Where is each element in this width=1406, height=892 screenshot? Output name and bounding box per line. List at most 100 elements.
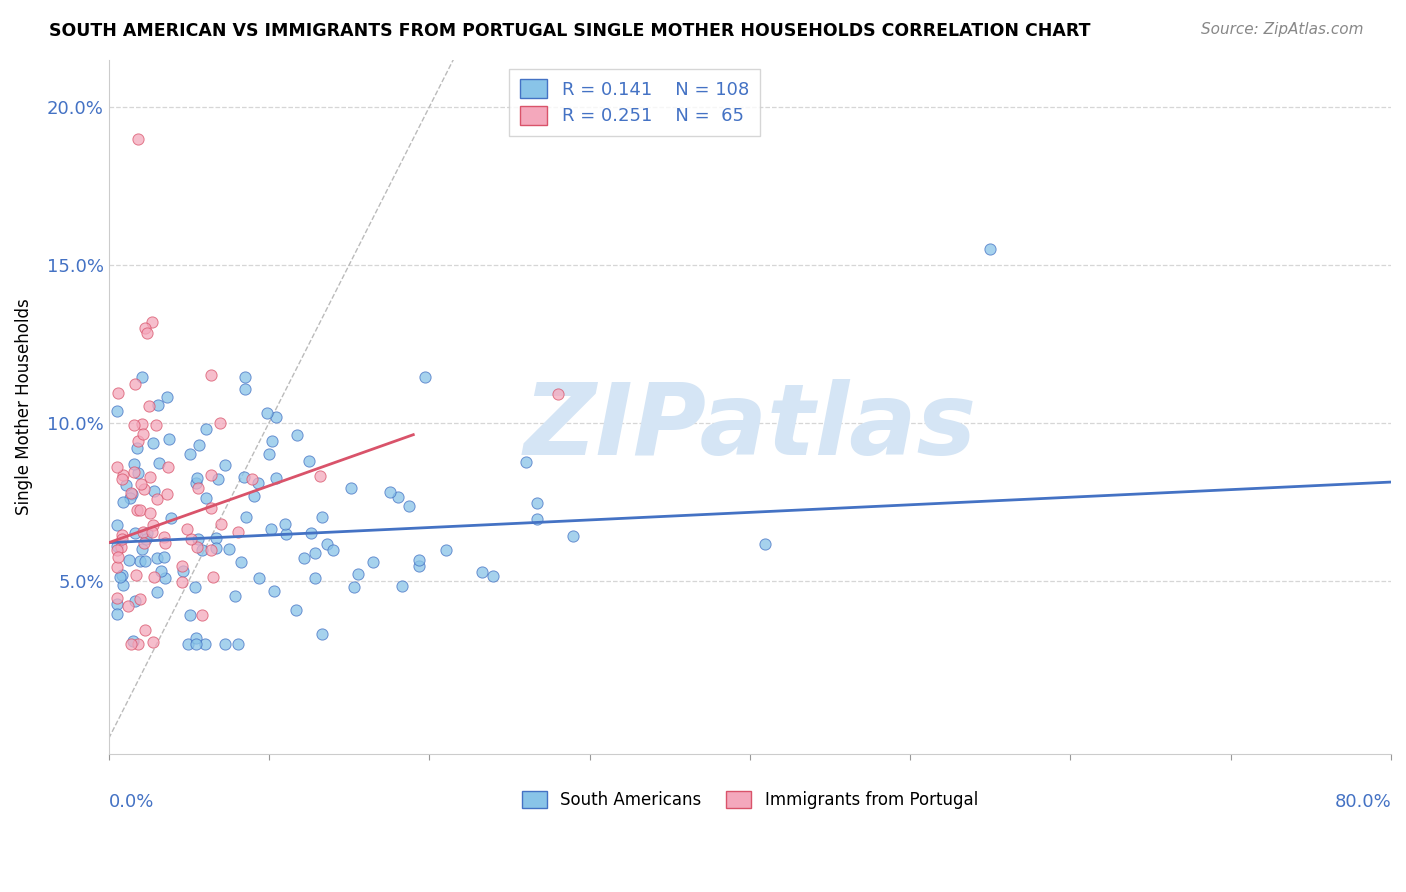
Point <box>172 575 194 590</box>
Point <box>117 599 139 614</box>
Point <box>378 485 401 500</box>
Point <box>124 376 146 391</box>
Point <box>262 434 284 449</box>
Point <box>125 441 148 455</box>
Point <box>179 608 201 623</box>
Point <box>186 632 208 646</box>
Point <box>260 522 283 536</box>
Point <box>146 491 169 506</box>
Point <box>526 511 548 525</box>
Point <box>156 487 179 501</box>
Point <box>285 428 308 442</box>
Point <box>322 543 344 558</box>
Point <box>176 637 198 651</box>
Point <box>156 391 179 405</box>
Point <box>111 532 134 546</box>
Text: 0.0%: 0.0% <box>108 793 155 811</box>
Point <box>111 472 134 486</box>
Point <box>146 584 169 599</box>
Point <box>214 637 236 651</box>
Point <box>125 568 148 582</box>
Point <box>186 637 208 651</box>
Point <box>232 470 254 484</box>
Point <box>180 533 202 547</box>
Point <box>120 486 142 500</box>
Point <box>226 637 249 651</box>
Point <box>122 457 145 471</box>
Point <box>138 470 160 484</box>
Point <box>112 495 135 509</box>
Text: 80.0%: 80.0% <box>1334 793 1391 811</box>
Point <box>111 528 134 542</box>
Point <box>110 570 132 584</box>
Point <box>124 418 146 433</box>
Point <box>105 607 128 621</box>
Point <box>143 569 166 583</box>
Point <box>105 404 128 418</box>
Point <box>526 496 548 510</box>
Point <box>136 326 159 340</box>
Point <box>148 456 170 470</box>
Y-axis label: Single Mother Households: Single Mother Households <box>15 299 32 516</box>
Point <box>202 570 225 584</box>
Point <box>127 131 149 145</box>
Point <box>143 483 166 498</box>
Point <box>298 453 321 467</box>
Point <box>191 607 214 622</box>
Point <box>146 397 169 411</box>
Point <box>105 560 128 574</box>
Point <box>309 468 332 483</box>
Point <box>200 467 222 482</box>
Point <box>132 427 155 442</box>
Point <box>105 517 128 532</box>
Point <box>200 501 222 516</box>
Point <box>160 510 183 524</box>
Point <box>218 542 240 557</box>
Point <box>141 525 163 540</box>
Point <box>187 481 209 495</box>
Point <box>304 546 326 560</box>
Point <box>562 529 585 543</box>
Point <box>129 476 152 491</box>
Point <box>142 518 165 533</box>
Point <box>240 472 263 486</box>
Point <box>195 422 218 436</box>
Point <box>127 466 149 480</box>
Point <box>292 551 315 566</box>
Point <box>172 558 194 573</box>
Point <box>481 569 503 583</box>
Point <box>134 554 156 568</box>
Point <box>274 517 297 532</box>
Point <box>285 603 308 617</box>
Point <box>205 531 228 545</box>
Point <box>138 399 160 413</box>
Point <box>153 530 176 544</box>
Point <box>207 472 229 486</box>
Point <box>408 559 430 574</box>
Point <box>470 566 492 580</box>
Point <box>127 434 149 449</box>
Point <box>246 476 269 491</box>
Point <box>186 471 208 485</box>
Text: ZIPatlas: ZIPatlas <box>523 379 976 476</box>
Point <box>105 543 128 558</box>
Point <box>547 387 569 401</box>
Point <box>107 549 129 564</box>
Point <box>135 533 157 547</box>
Point <box>110 540 132 554</box>
Point <box>408 553 430 567</box>
Point <box>266 409 288 424</box>
Point <box>184 476 207 491</box>
Point <box>131 370 153 384</box>
Point <box>125 503 148 517</box>
Point <box>311 510 333 524</box>
Point <box>247 571 270 585</box>
Point <box>398 499 420 513</box>
Point <box>193 637 215 651</box>
Point <box>304 571 326 585</box>
Point <box>134 483 156 497</box>
Point <box>259 447 281 461</box>
Point <box>142 634 165 648</box>
Point <box>299 526 322 541</box>
Point <box>105 597 128 611</box>
